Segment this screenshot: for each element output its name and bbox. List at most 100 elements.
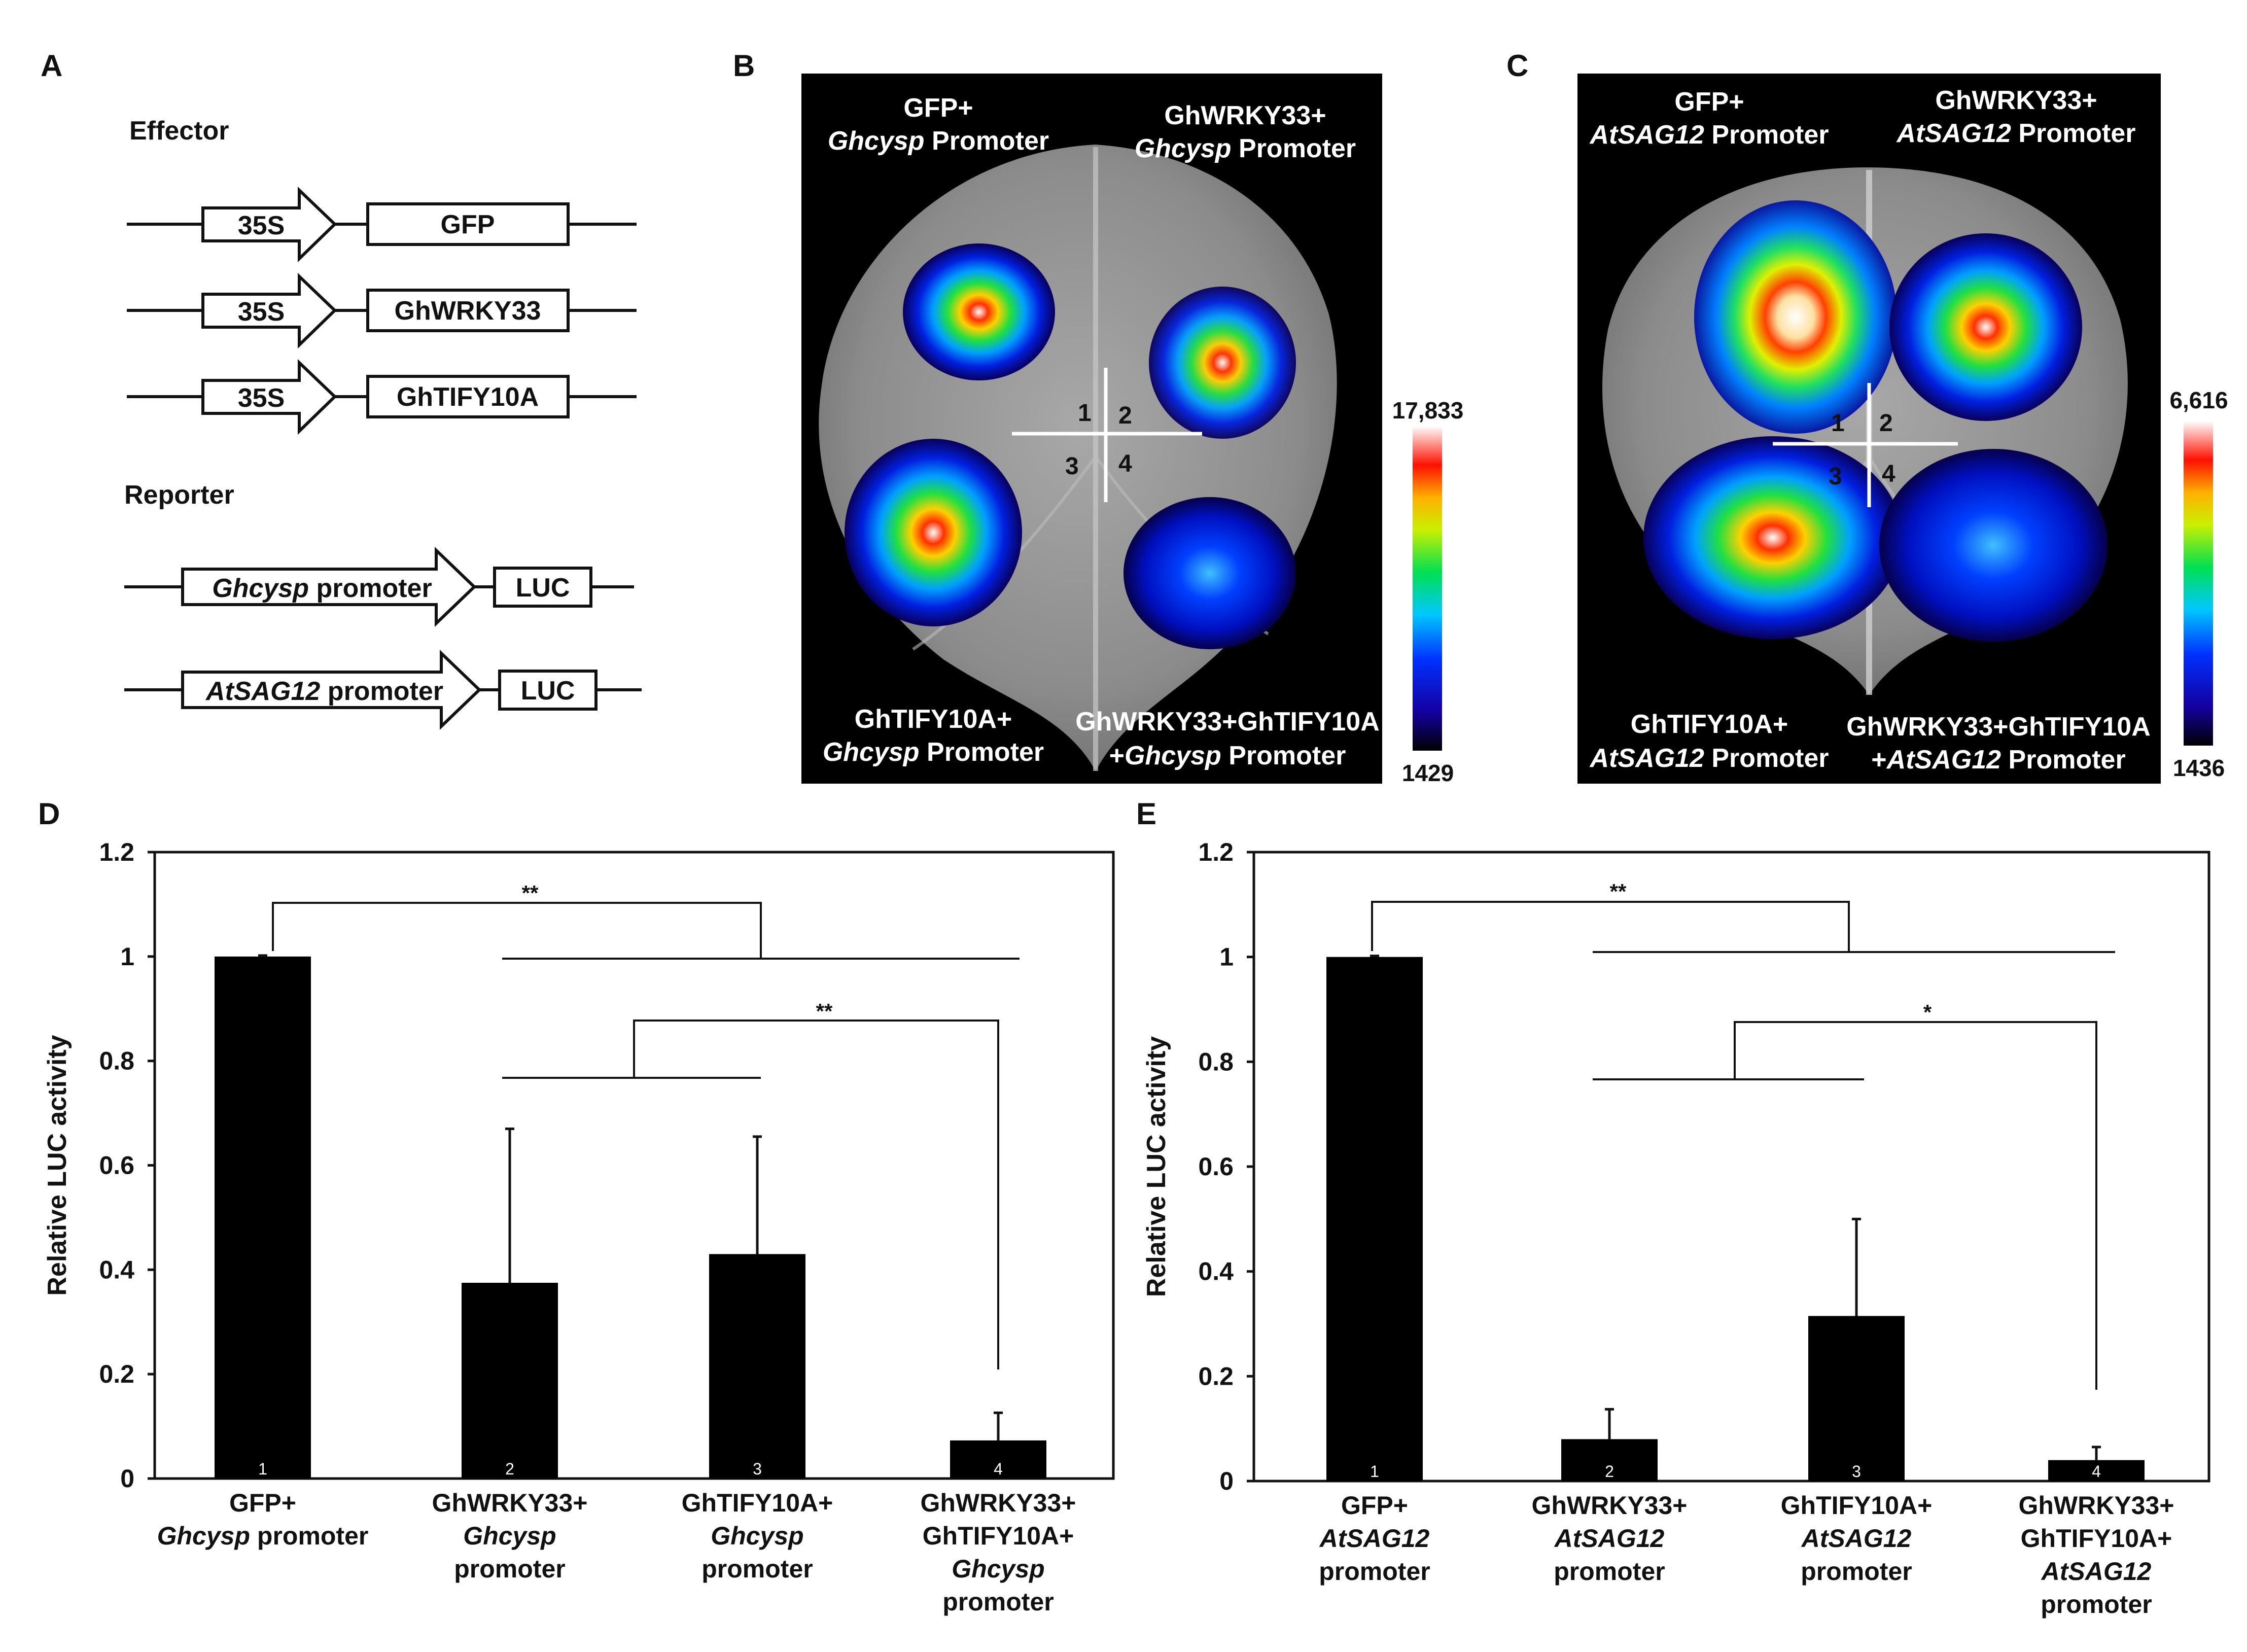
effector-gene-label: GFP <box>441 210 495 239</box>
category-label: GhTIFY10A+ <box>682 1489 833 1517</box>
quadrant-number: 2 <box>1879 410 1893 437</box>
quadrant-number: 3 <box>1065 453 1079 480</box>
y-axis-title: Relative LUC activity <box>43 1035 72 1295</box>
luminescence-spot-1 <box>903 243 1055 380</box>
luminescence-spot-3 <box>845 439 1022 626</box>
y-axis-title: Relative LUC activity <box>1142 1036 1171 1297</box>
reporter-construct: AtSAG12 promoter LUC <box>124 649 642 730</box>
y-tick-label: 1 <box>120 942 134 971</box>
category-label: AtSAG12 <box>1554 1524 1665 1553</box>
panel-label-e: E <box>1136 797 1156 831</box>
panel-label-a: A <box>41 49 62 83</box>
treatment-label-2-promoter: Ghcysp Promoter <box>1135 134 1356 163</box>
panel-label-b: B <box>733 49 755 83</box>
effector-title: Effector <box>129 116 229 146</box>
category-label: Ghcysp <box>711 1522 803 1550</box>
quadrant-number: 4 <box>1882 461 1895 487</box>
quadrant-number: 2 <box>1118 402 1132 429</box>
bar-number: 3 <box>1852 1462 1861 1481</box>
y-tick-label: 0.4 <box>99 1255 134 1284</box>
significance-bracket <box>1371 901 1850 952</box>
bar <box>950 1440 1046 1479</box>
color-scale-max: 17,833 <box>1392 397 1464 424</box>
effector-gene-label: GhTIFY10A <box>397 382 539 412</box>
promoter-arrow <box>201 186 337 263</box>
promoter-arrow <box>201 272 337 349</box>
treatment-label-1-promoter: AtSAG12 Promoter <box>1589 120 1829 150</box>
bar-number: 4 <box>2092 1462 2101 1481</box>
treatment-label-4-promoter: +Ghcysp Promoter <box>1109 741 1346 770</box>
y-tick-label: 0.4 <box>1198 1257 1234 1286</box>
treatment-label-1: GFP+ <box>903 93 973 123</box>
category-label: GhTIFY10A+ <box>923 1522 1074 1550</box>
y-tick-label: 0.2 <box>1198 1362 1234 1390</box>
y-tick-label: 0.6 <box>1198 1152 1234 1181</box>
luminescence-spot-2 <box>1889 233 2082 421</box>
significance-marker: ** <box>522 881 539 905</box>
significance-bracket <box>633 1020 999 1369</box>
bar <box>709 1254 805 1479</box>
reporter-construct: Ghcysp promoter LUC <box>124 546 634 627</box>
treatment-label-1: GFP+ <box>1674 87 1744 117</box>
reporter-gene-label: LUC <box>521 676 575 706</box>
gene-box <box>366 375 570 418</box>
treatment-label-3-promoter: Ghcysp Promoter <box>823 737 1044 767</box>
color-scale-min: 1436 <box>2173 755 2225 781</box>
category-label: AtSAG12 <box>1319 1524 1430 1553</box>
y-tick-label: 0.8 <box>1198 1047 1234 1076</box>
category-label: GhTIFY10A+ <box>1781 1491 1933 1520</box>
treatment-label-4: GhWRKY33+GhTIFY10A <box>1846 712 2151 742</box>
category-label: Ghcysp <box>952 1555 1044 1583</box>
panel-b: B 1 2 3 4 GFP+ Ghcysp Promoter GhWRKY33+… <box>733 49 1463 786</box>
y-tick-label: 0 <box>120 1464 134 1493</box>
color-scale-min: 1429 <box>1402 760 1454 786</box>
bar-number: 3 <box>753 1460 762 1478</box>
category-label: promoter <box>1554 1557 1665 1586</box>
treatment-label-3: GhTIFY10A+ <box>855 705 1012 734</box>
color-scale-max: 6,616 <box>2169 387 2228 413</box>
category-label: GhWRKY33+ <box>1531 1491 1687 1520</box>
chart-d: 0 0.2 0.4 0.6 0.8 1 1.2 Relative LUC activity 1 G… <box>43 838 1115 1616</box>
bar-number: 2 <box>1605 1462 1614 1481</box>
category-label: GhWRKY33+ <box>2018 1491 2174 1520</box>
effector-promoter-label: 35S <box>238 211 285 240</box>
promoter-arrow <box>201 359 337 435</box>
bar-number: 1 <box>258 1460 267 1478</box>
treatment-label-4: GhWRKY33+GhTIFY10A <box>1075 707 1380 736</box>
y-tick-label: 1.2 <box>99 838 134 866</box>
effector-construct: 35S GhWRKY33 <box>127 272 637 349</box>
effector-promoter-label: 35S <box>238 383 285 413</box>
treatment-label-2: GhWRKY33+ <box>1935 86 2097 115</box>
treatment-label-3: GhTIFY10A+ <box>1631 710 1788 739</box>
treatment-label-4-promoter: +AtSAG12 Promoter <box>1871 745 2125 775</box>
bar <box>1808 1316 1905 1481</box>
bar <box>1561 1439 1658 1481</box>
category-label: AtSAG12 <box>2041 1557 2152 1586</box>
treatment-label-1-promoter: Ghcysp Promoter <box>828 126 1049 156</box>
reporter-promoter-label: Ghcysp promoter <box>212 574 432 603</box>
treatment-label-2: GhWRKY33+ <box>1164 101 1326 130</box>
significance-marker: * <box>1923 1000 1932 1024</box>
category-label: promoter <box>454 1555 565 1583</box>
significance-bracket <box>1734 1021 2097 1390</box>
color-scale-bar <box>2184 421 2213 746</box>
gene-box <box>366 202 570 246</box>
luminescence-spot-4 <box>1879 449 2108 642</box>
luminescence-spot-4 <box>1124 497 1296 649</box>
quadrant-number: 3 <box>1829 463 1842 490</box>
reporter-title: Reporter <box>124 480 234 510</box>
reporter-promoter-label: AtSAG12 promoter <box>205 677 443 706</box>
y-tick-label: 0.6 <box>99 1151 134 1180</box>
category-label: Ghcysp promoter <box>157 1522 369 1550</box>
panel-c: C 1 2 3 4 GFP+ AtSAG12 Promoter GhWRKY33… <box>1506 49 2228 784</box>
bar-number: 2 <box>505 1460 514 1478</box>
luc-box <box>498 670 598 711</box>
luminescence-spot-1 <box>1694 200 1897 434</box>
chart-e: 0 0.2 0.4 0.6 0.8 1 1.2 Relative LUC activity 1 G… <box>1142 838 2210 1619</box>
luc-box <box>493 567 592 608</box>
y-tick-label: 0.8 <box>99 1047 134 1075</box>
category-label: Ghcysp <box>463 1522 556 1550</box>
panel-label-d: D <box>38 797 60 831</box>
effector-construct: 35S GFP <box>127 186 637 263</box>
category-label: GhTIFY10A+ <box>2021 1524 2172 1553</box>
